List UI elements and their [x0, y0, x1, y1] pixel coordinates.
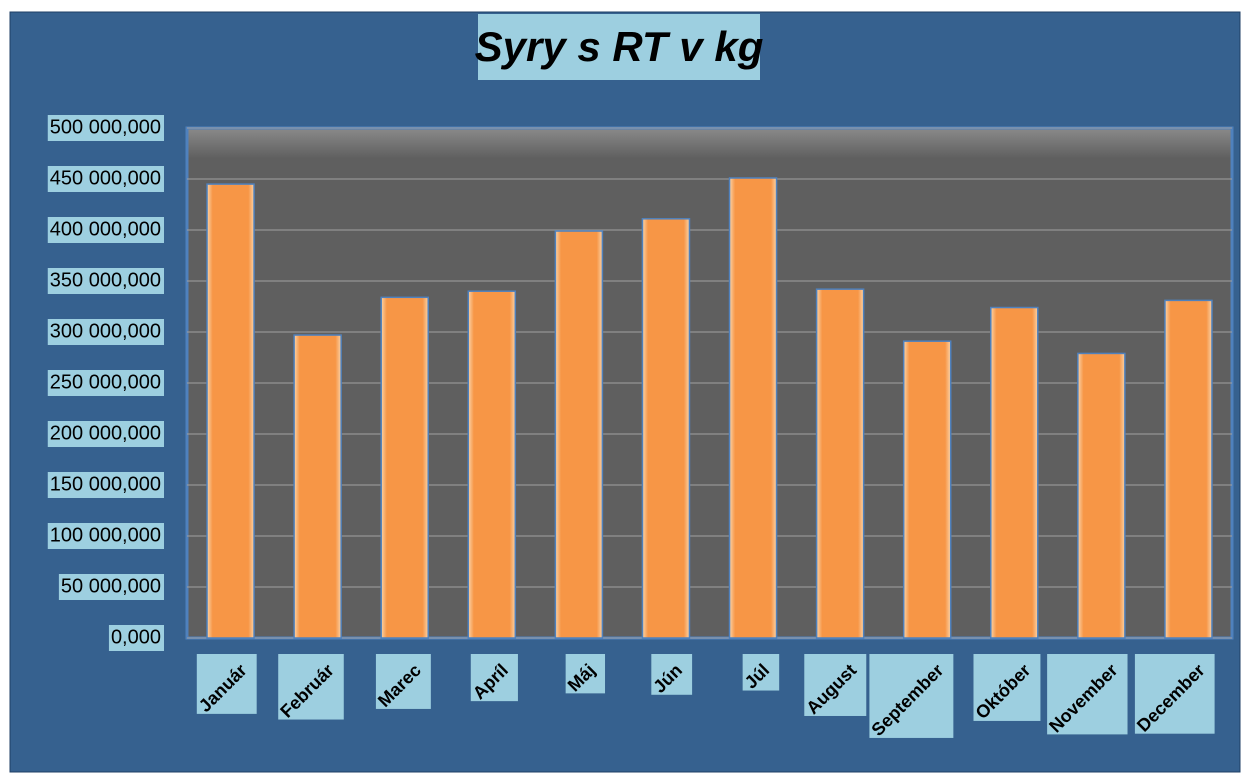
y-tick-label: 500 000,000 — [50, 116, 161, 138]
y-tick-label: 200 000,000 — [50, 422, 161, 444]
bars — [206, 177, 1213, 639]
bar — [206, 183, 255, 639]
y-tick-label: 250 000,000 — [50, 371, 161, 393]
y-tick-label: 300 000,000 — [50, 320, 161, 342]
chart-title: Syry s RT v kg — [475, 23, 764, 70]
bar — [990, 306, 1039, 639]
y-tick-box — [58, 574, 164, 600]
x-tick-box — [804, 654, 867, 716]
y-tick-label: 150 000,000 — [50, 473, 161, 495]
x-tick-box — [565, 654, 606, 694]
bar — [1077, 352, 1126, 639]
title-box — [478, 14, 760, 80]
grid — [187, 127, 1232, 639]
y-tick-label: 50 000,000 — [61, 575, 161, 597]
y-tick-box — [47, 421, 164, 447]
bar — [1164, 299, 1213, 639]
y-tick-box — [47, 472, 164, 498]
bar — [380, 296, 429, 639]
y-tick-box — [47, 268, 164, 294]
bar — [641, 218, 691, 639]
y-tick-box — [108, 625, 164, 651]
x-tick-box — [742, 654, 780, 691]
y-tick-box — [47, 319, 164, 345]
labels: 0,000 50 000,000 100 000,000 150 000,000 200… — [47, 115, 1215, 740]
bar — [728, 177, 778, 639]
bar — [467, 290, 517, 639]
y-tick-label: 100 000,000 — [50, 524, 161, 546]
x-tick-box — [278, 654, 344, 720]
y-tick-box — [47, 370, 164, 396]
x-tick-box — [470, 654, 518, 702]
x-tick-box — [1047, 654, 1128, 735]
bar — [554, 230, 604, 639]
bar — [815, 288, 865, 639]
y-tick-box — [47, 217, 164, 243]
x-tick-box — [375, 654, 431, 709]
y-tick-label: 450 000,000 — [50, 167, 161, 189]
x-tick-box — [651, 654, 693, 695]
y-tick-label: 0,000 — [111, 626, 161, 648]
y-tick-box — [47, 115, 164, 141]
y-tick-box — [47, 523, 164, 549]
x-tick-box — [973, 654, 1041, 721]
x-tick-box — [869, 654, 954, 738]
bar — [902, 340, 952, 639]
y-tick-label: 400 000,000 — [50, 218, 161, 240]
y-tick-box — [47, 166, 164, 192]
bar — [293, 334, 342, 639]
x-tick-box — [1134, 654, 1215, 734]
x-tick-box — [196, 654, 257, 714]
y-tick-label: 350 000,000 — [50, 269, 161, 291]
